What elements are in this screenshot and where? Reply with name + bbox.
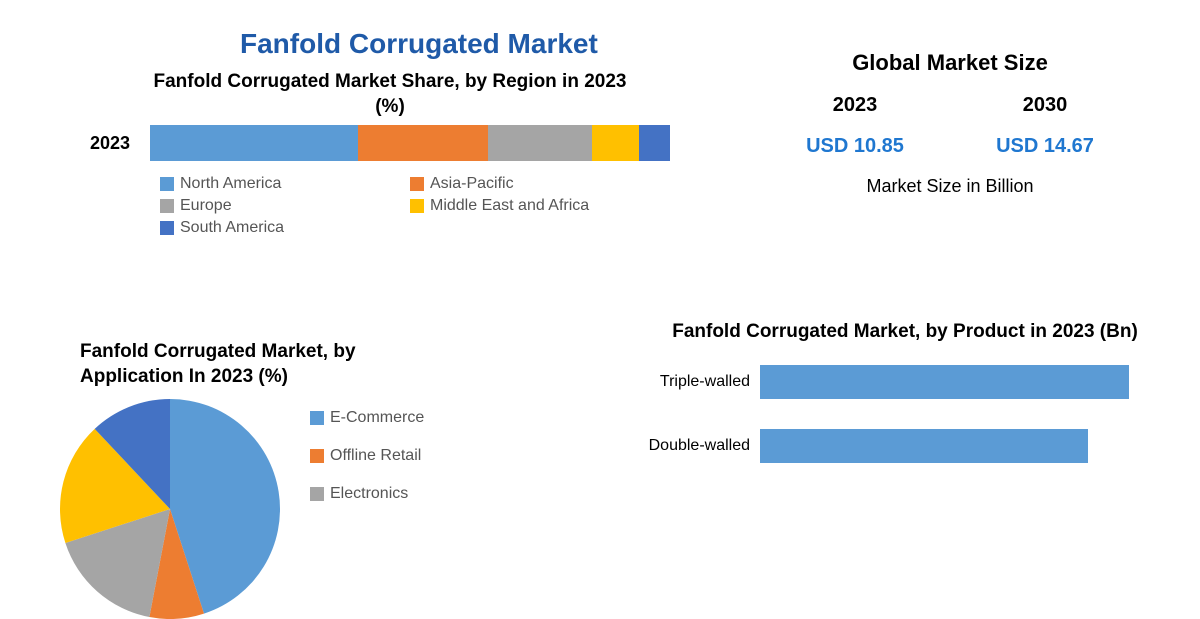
product-bar: [760, 429, 1088, 463]
legend-label: E-Commerce: [330, 409, 424, 427]
legend-item: South America: [160, 219, 410, 237]
product-chart: Fanfold Corrugated Market, by Product in…: [640, 320, 1170, 493]
legend-item: Electronics: [310, 485, 424, 503]
region-segment: [639, 125, 670, 161]
market-size-title: Global Market Size: [760, 50, 1140, 76]
region-chart: Fanfold Corrugated Market Share, by Regi…: [90, 70, 690, 241]
legend-item: Offline Retail: [310, 447, 424, 465]
legend-swatch: [410, 177, 424, 191]
legend-item: Europe: [160, 197, 410, 215]
legend-label: South America: [180, 219, 284, 237]
market-size-years: 2023 2030: [760, 94, 1140, 117]
application-pie: [60, 399, 280, 619]
region-chart-title: Fanfold Corrugated Market Share, by Regi…: [140, 70, 640, 119]
market-size-values: USD 10.85 USD 14.67: [760, 135, 1140, 158]
legend-swatch: [310, 449, 324, 463]
product-bar-label: Triple-walled: [640, 372, 760, 391]
legend-swatch: [310, 487, 324, 501]
product-bar-track: [760, 429, 1170, 463]
region-segment: [150, 125, 358, 161]
region-stacked-bar: [150, 125, 670, 161]
application-legend: E-Commerce Offline Retail Electronics: [310, 409, 424, 619]
legend-item: Asia-Pacific: [410, 175, 660, 193]
legend-swatch: [160, 221, 174, 235]
product-bar: [760, 365, 1129, 399]
legend-item: North America: [160, 175, 410, 193]
legend-item: Middle East and Africa: [410, 197, 660, 215]
market-size-year-0: 2023: [833, 94, 878, 117]
legend-label: Asia-Pacific: [430, 175, 514, 193]
market-size-value-0: USD 10.85: [806, 135, 904, 158]
legend-label: North America: [180, 175, 281, 193]
legend-label: Middle East and Africa: [430, 197, 589, 215]
region-bar-row: 2023: [90, 125, 690, 161]
legend-swatch: [410, 199, 424, 213]
legend-swatch: [310, 411, 324, 425]
market-size-value-1: USD 14.67: [996, 135, 1094, 158]
product-bar-label: Double-walled: [640, 436, 760, 455]
legend-label: Offline Retail: [330, 447, 421, 465]
region-segment: [592, 125, 639, 161]
region-segment: [488, 125, 592, 161]
legend-item: E-Commerce: [310, 409, 424, 427]
product-bar-row: Double-walled: [640, 429, 1170, 463]
legend-swatch: [160, 177, 174, 191]
product-chart-title: Fanfold Corrugated Market, by Product in…: [640, 320, 1170, 345]
region-legend: North America Asia-Pacific Europe Middle Ea…: [160, 175, 680, 241]
product-bar-row: Triple-walled: [640, 365, 1170, 399]
legend-label: Europe: [180, 197, 232, 215]
market-size-block: Global Market Size 2023 2030 USD 10.85 U…: [760, 50, 1140, 197]
market-size-unit: Market Size in Billion: [760, 176, 1140, 197]
region-year-label: 2023: [90, 133, 150, 154]
legend-swatch: [160, 199, 174, 213]
market-size-year-1: 2030: [1023, 94, 1068, 117]
legend-label: Electronics: [330, 485, 408, 503]
main-title: Fanfold Corrugated Market: [240, 28, 598, 60]
application-chart-title: Fanfold Corrugated Market, by Applicatio…: [80, 340, 460, 389]
application-chart: Fanfold Corrugated Market, by Applicatio…: [60, 340, 640, 619]
product-bar-track: [760, 365, 1170, 399]
region-segment: [358, 125, 488, 161]
